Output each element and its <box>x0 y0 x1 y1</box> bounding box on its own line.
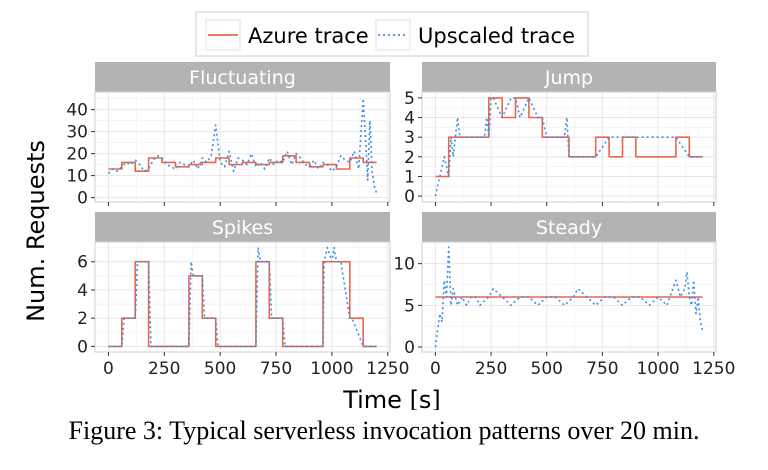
y-tick-label: 30 <box>66 123 88 143</box>
panel-strip <box>95 62 390 92</box>
y-tick-label: 0 <box>404 187 415 207</box>
x-tick-label: 1250 <box>366 359 409 379</box>
facet-panels: Fluctuating010203040Jump012345Spikes0246… <box>66 62 735 379</box>
y-tick-label: 0 <box>77 337 88 357</box>
x-axis-label: Time [s] <box>342 386 441 410</box>
x-tick-label: 500 <box>204 359 236 379</box>
y-axis-label: Num. Requests <box>22 140 50 322</box>
legend: Azure trace Upscaled trace <box>195 11 589 57</box>
y-tick-label: 1 <box>404 167 415 187</box>
x-tick-label: 250 <box>148 359 180 379</box>
y-tick-label: 0 <box>404 338 415 358</box>
panel-strip <box>422 62 716 92</box>
series-upscaled-trace <box>434 246 704 348</box>
x-tick-label: 1000 <box>636 359 679 379</box>
figure: Azure trace Upscaled trace Fluctuating010… <box>22 11 735 410</box>
y-tick-label: 0 <box>77 189 88 209</box>
series-azure-trace <box>108 155 377 172</box>
y-tick-label: 40 <box>66 101 88 121</box>
y-tick-label: 10 <box>66 167 88 187</box>
panel-title: Steady <box>536 217 602 239</box>
panel-strip <box>422 212 716 242</box>
y-tick-label: 10 <box>393 255 415 275</box>
y-tick-label: 5 <box>404 89 415 109</box>
plot-area <box>94 91 391 203</box>
y-tick-label: 4 <box>77 281 88 301</box>
y-tick-label: 6 <box>77 253 88 273</box>
panel-spikes: Spikes 0 2 4 6 0 250 500 750 1000 1250 <box>77 212 409 379</box>
x-tick-label: 750 <box>586 359 618 379</box>
panel-strip <box>95 212 390 242</box>
panel-steady: Steady 0 5 10 0 250 500 750 1000 1250 <box>393 212 735 379</box>
x-tick-label: 0 <box>103 359 114 379</box>
x-tick-label: 750 <box>260 359 292 379</box>
y-tick-label: 2 <box>77 309 88 329</box>
series-azure-trace <box>435 97 703 178</box>
x-tick-label: 250 <box>475 359 507 379</box>
x-tick-label: 0 <box>430 359 441 379</box>
x-tick-label: 500 <box>531 359 563 379</box>
legend-label-1: Upscaled trace <box>418 24 575 48</box>
panel-title: Fluctuating <box>189 67 296 89</box>
figure-caption: Figure 3: Typical serverless invocation … <box>68 416 700 445</box>
plot-area <box>94 241 391 353</box>
series-upscaled-trace <box>434 97 703 197</box>
y-tick-label: 20 <box>66 145 88 165</box>
panel-title: Jump <box>544 67 593 89</box>
x-tick-label: 1250 <box>692 359 735 379</box>
y-tick-label: 2 <box>404 148 415 168</box>
panel-title: Spikes <box>212 217 273 239</box>
legend-label-0: Azure trace <box>248 24 369 48</box>
x-tick-label: 1000 <box>310 359 353 379</box>
y-tick-label: 4 <box>404 109 415 129</box>
y-tick-label: 3 <box>404 128 415 148</box>
y-tick-label: 5 <box>404 296 415 316</box>
